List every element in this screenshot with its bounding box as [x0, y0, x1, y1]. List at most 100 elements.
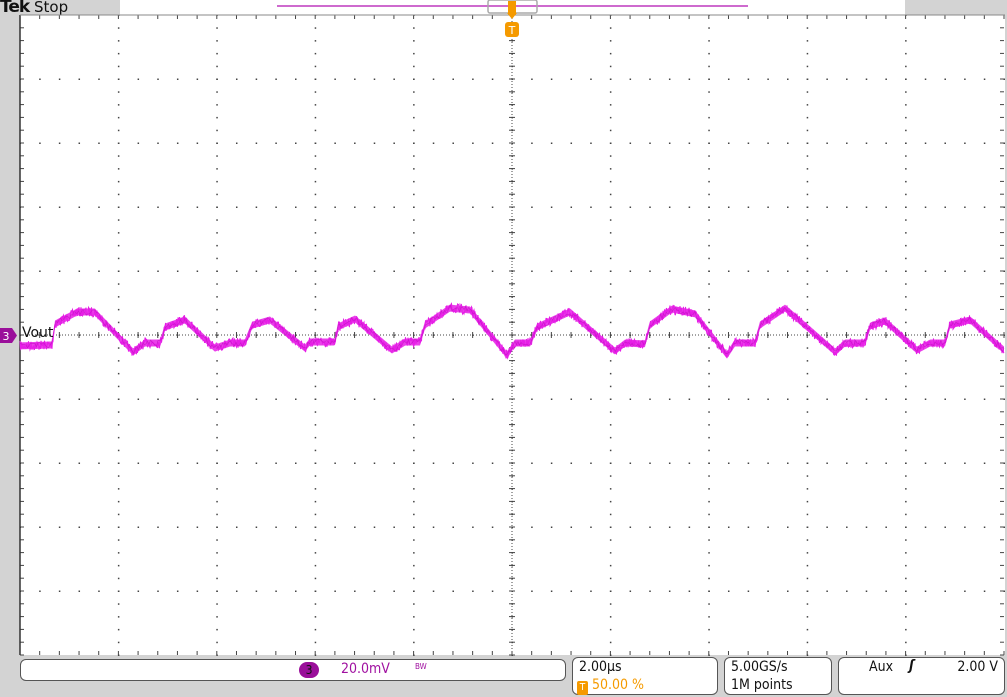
grid-dot — [216, 270, 218, 272]
grid-dot — [196, 78, 199, 80]
grid-dot — [747, 270, 750, 272]
grid-dot — [393, 398, 395, 400]
channel-vertical-scale: 20.0mV — [341, 661, 390, 677]
grid-dot — [787, 142, 789, 144]
grid-dot — [668, 462, 671, 464]
grid-dot — [806, 616, 809, 618]
grid-dot — [846, 590, 848, 592]
grid-dot — [432, 78, 435, 80]
trigger-readout[interactable]: Aux ʃ 2.00 V — [838, 657, 1005, 695]
grid-dot — [787, 270, 789, 272]
grid-dot — [944, 78, 946, 80]
trigger-position-marker[interactable]: T — [505, 1, 519, 37]
grid-dot — [629, 142, 632, 144]
grid-dot — [708, 296, 710, 298]
grid-dot — [117, 462, 120, 464]
grid-dot — [550, 206, 553, 208]
grid-dot — [98, 142, 100, 144]
grid-dot — [531, 462, 533, 464]
grid-dot — [708, 603, 710, 605]
trigger-position-readout: T 50.00 % — [577, 677, 644, 695]
grid-dot — [196, 462, 199, 464]
grid-dot — [117, 539, 120, 541]
grid-dot — [235, 142, 238, 144]
grid-dot — [354, 462, 356, 464]
grid-dot — [905, 564, 907, 567]
trace-noise — [19, 304, 1005, 356]
grid-dot — [550, 78, 553, 80]
grid-dot — [216, 590, 218, 592]
grid-dot — [983, 142, 986, 144]
grid-dot — [570, 206, 573, 208]
grid-dot — [157, 526, 159, 528]
grid-dot — [806, 347, 809, 349]
grid-dot — [413, 475, 415, 477]
grid-dot — [708, 526, 710, 528]
grid-dot — [806, 142, 809, 144]
grid-dot — [609, 411, 612, 413]
grid-dot — [531, 270, 533, 272]
svg-text:T: T — [508, 24, 516, 37]
grid-dot — [413, 424, 415, 426]
grid-dot — [137, 398, 140, 400]
grid-dot — [708, 219, 710, 221]
grid-dot — [806, 436, 809, 439]
grid-dot — [117, 104, 120, 106]
grid-dot — [235, 462, 238, 464]
grid-dot — [452, 398, 454, 400]
grid-dot — [117, 142, 120, 144]
grid-dot — [708, 347, 710, 349]
channel-3-ground-marker[interactable]: 3 — [0, 328, 17, 343]
grid-dot — [117, 40, 120, 42]
grid-dot — [393, 142, 395, 144]
grid-dot — [413, 398, 415, 400]
grid-dot — [905, 193, 907, 196]
grid-dot — [413, 180, 415, 183]
grid-dot — [117, 193, 120, 196]
grid-dot — [117, 270, 120, 272]
grid-dot — [314, 219, 317, 221]
grid-dot — [275, 590, 277, 592]
channel-3-readout[interactable]: 3 20.0mV BW — [20, 659, 566, 681]
grid-dot — [668, 142, 671, 144]
grid-dot — [452, 78, 454, 80]
grid-dot — [255, 206, 258, 208]
timebase-readout[interactable]: 2.00µs T 50.00 % — [572, 657, 718, 695]
grid-dot — [373, 462, 376, 464]
grid-dot — [649, 398, 651, 400]
grid-dot — [78, 526, 81, 528]
grid-dot — [708, 462, 710, 464]
grid-dot — [117, 232, 120, 234]
grid-dot — [806, 40, 809, 42]
grid-dot — [846, 142, 848, 144]
grid-dot — [708, 616, 710, 618]
grid-dot — [235, 206, 238, 208]
grid-dot — [905, 577, 907, 580]
grid-dot — [295, 142, 297, 144]
grid-dot — [865, 270, 868, 272]
grid-dot — [708, 564, 710, 567]
grid-dot — [413, 78, 415, 80]
grid-dot — [413, 641, 415, 644]
grid-dot — [609, 244, 612, 247]
grid-dot — [609, 296, 612, 298]
grid-dot — [334, 78, 336, 80]
grid-dot — [806, 65, 809, 68]
acquisition-readout[interactable]: 5.00GS/s 1M points — [724, 657, 832, 695]
grid-dot — [570, 270, 573, 272]
grid-dot — [708, 411, 710, 413]
grid-dot — [609, 424, 612, 426]
grid-dot — [944, 526, 946, 528]
grid-dot — [295, 590, 297, 592]
grid-dot — [413, 577, 415, 580]
grid-dot — [885, 526, 887, 528]
grid-dot — [176, 142, 179, 144]
grid-dot — [708, 449, 710, 452]
grid-dot — [609, 603, 612, 605]
grid-dot — [117, 168, 120, 170]
grid-dot — [117, 283, 120, 285]
grid-dot — [216, 500, 218, 503]
grid-dot — [609, 142, 612, 144]
grid-dot — [531, 206, 533, 208]
grid-dot — [157, 142, 159, 144]
